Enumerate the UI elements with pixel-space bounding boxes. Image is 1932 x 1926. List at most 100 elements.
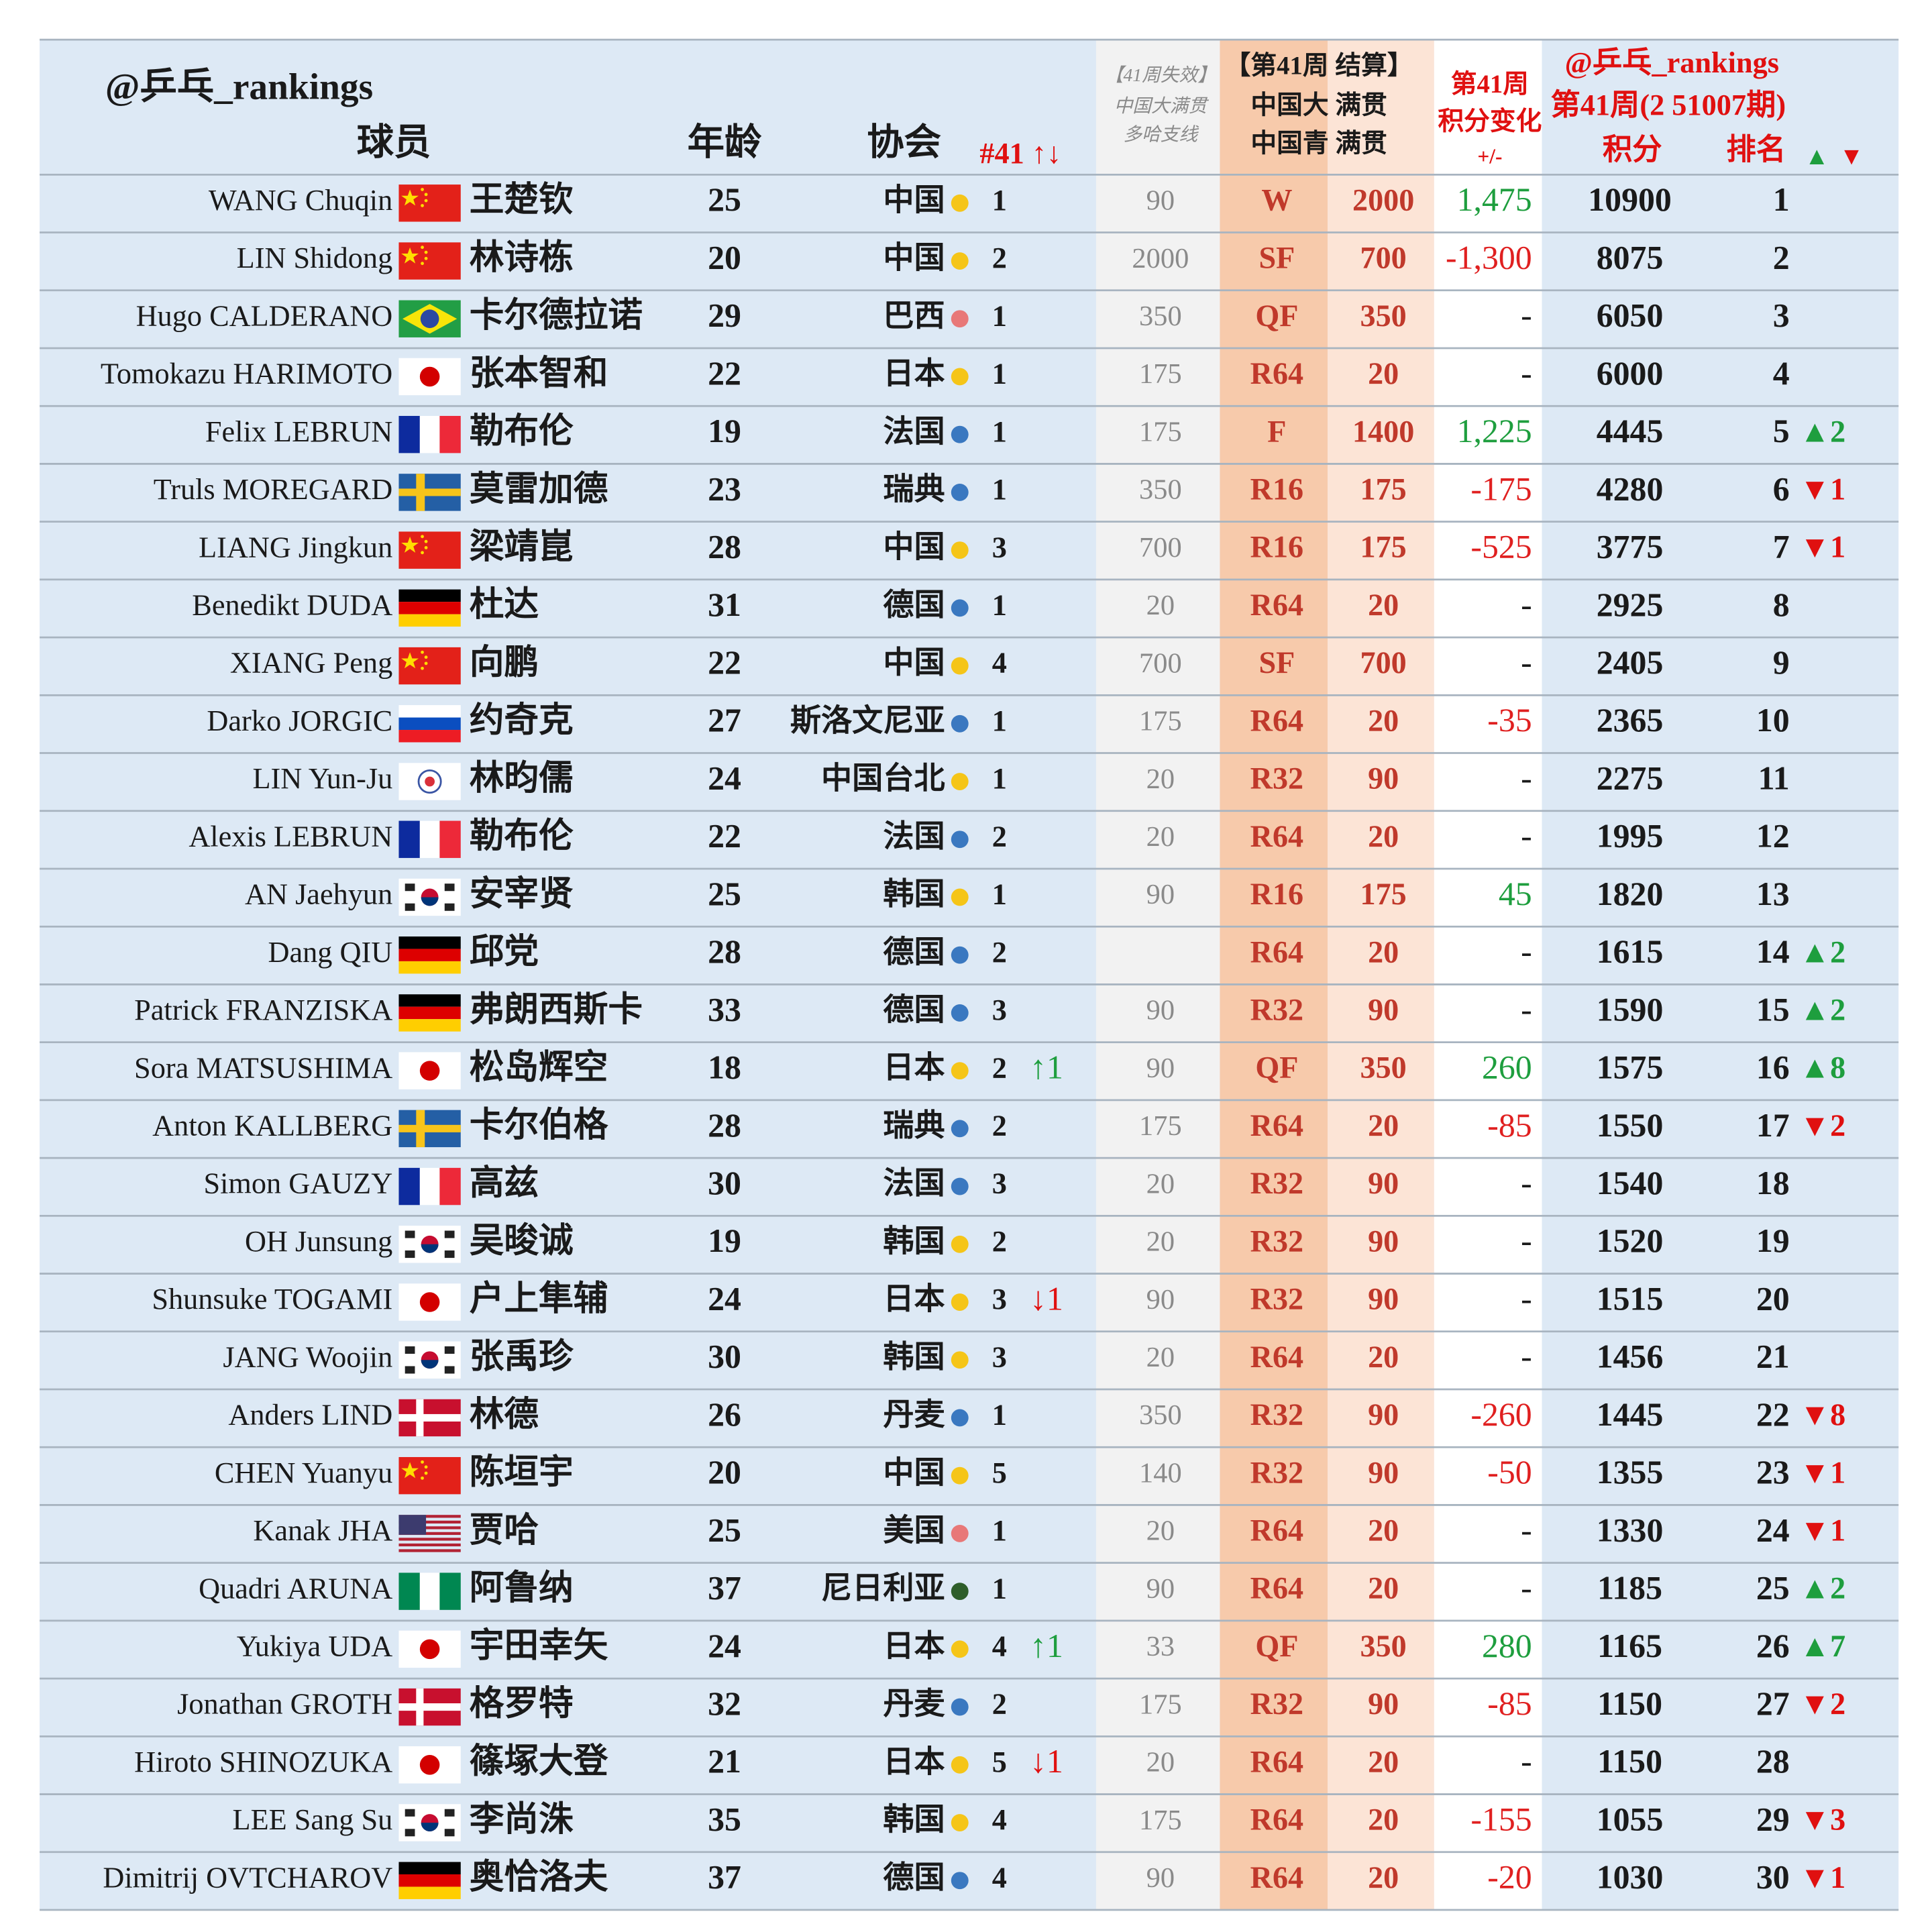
player-zh: 勒布伦 <box>470 817 574 855</box>
expired-points: 350 <box>1139 301 1182 332</box>
col-expired: 中国大满贯 <box>1114 95 1210 116</box>
event-points: 20 <box>1368 588 1399 622</box>
points-change: -50 <box>1487 1454 1532 1491</box>
expired-points: 175 <box>1139 416 1182 447</box>
player-en: Truls MOREGARD <box>154 473 393 506</box>
flag-part <box>398 1456 461 1495</box>
flag-part <box>398 614 461 627</box>
age: 22 <box>708 818 741 855</box>
total-points: 1590 <box>1597 991 1664 1028</box>
player-en: LEE Sang Su <box>233 1803 393 1836</box>
flag-part <box>398 1862 461 1875</box>
association: 日本 <box>883 356 945 390</box>
rank: 21 <box>1756 1338 1790 1375</box>
player-zh: 邱党 <box>470 933 539 971</box>
points-change: - <box>1521 759 1532 796</box>
flag-part <box>398 961 461 974</box>
player-en: OH Junsung <box>245 1225 392 1258</box>
nat-move: ↓1 <box>1030 1743 1063 1780</box>
age: 19 <box>708 413 741 449</box>
rank: 4 <box>1773 355 1790 392</box>
rank-move: ▼1 <box>1799 472 1845 506</box>
rank: 2 <box>1773 239 1790 276</box>
association: 法国 <box>883 819 945 853</box>
nat-rank: 1 <box>992 358 1007 390</box>
nat-rank: 3 <box>992 531 1007 564</box>
result: QF <box>1255 299 1298 333</box>
rank-move: ▼2 <box>1799 1687 1845 1721</box>
rank: 23 <box>1756 1454 1790 1491</box>
flag <box>398 1515 461 1552</box>
flag-part <box>405 903 415 911</box>
flag-part <box>401 652 419 669</box>
rank-move: ▼1 <box>1799 530 1845 564</box>
age: 29 <box>708 297 741 334</box>
result: SF <box>1258 241 1295 275</box>
rank-move: ▲2 <box>1799 992 1845 1026</box>
result: W <box>1261 182 1292 217</box>
flag-part <box>419 1292 440 1312</box>
total-points: 6000 <box>1597 355 1664 392</box>
result: R64 <box>1250 934 1303 969</box>
flag-part <box>398 647 461 685</box>
age: 30 <box>708 1165 741 1201</box>
total-points: 8075 <box>1597 239 1664 276</box>
flag <box>398 1688 461 1726</box>
flag <box>398 763 461 800</box>
association: 中国 <box>883 645 945 680</box>
player-en: Alexis LEBRUN <box>189 820 392 853</box>
player-zh: 梁靖崑 <box>470 528 574 566</box>
rank-move: ▼2 <box>1799 1108 1845 1142</box>
points-change: -260 <box>1470 1396 1532 1433</box>
rank: 30 <box>1756 1859 1790 1896</box>
flag <box>398 1630 461 1668</box>
flag-part <box>401 1462 419 1479</box>
age: 20 <box>708 239 741 276</box>
flag-part <box>405 1230 415 1238</box>
flag-part <box>439 1167 461 1206</box>
result: R64 <box>1250 703 1303 737</box>
expired-points: 33 <box>1146 1631 1175 1662</box>
player-zh: 卡尔伯格 <box>470 1106 609 1144</box>
total-points: 4445 <box>1597 413 1664 449</box>
flag-part <box>398 730 461 743</box>
age: 25 <box>708 1511 741 1548</box>
flag-part <box>439 1572 461 1610</box>
nat-move: ↑1 <box>1030 1049 1063 1086</box>
flag <box>398 705 461 743</box>
player-en: Patrick FRANZISKA <box>134 994 392 1026</box>
player-en: Dimitrij OVTCHAROV <box>103 1861 392 1894</box>
association: 韩国 <box>883 1224 945 1258</box>
rank: 25 <box>1756 1570 1790 1607</box>
flag-part <box>424 655 428 659</box>
player-en: LIN Shidong <box>237 242 393 274</box>
points-change: 280 <box>1482 1627 1532 1664</box>
total-points: 1540 <box>1597 1165 1664 1201</box>
flag-part <box>398 1515 427 1535</box>
expired-points: 20 <box>1146 1168 1175 1199</box>
expired-points: 90 <box>1146 879 1175 910</box>
rank-move: ▲8 <box>1799 1051 1845 1085</box>
col-expired: 多哈支线 <box>1123 123 1199 144</box>
expired-points: 20 <box>1146 1342 1175 1373</box>
flag-part <box>425 776 435 787</box>
player-zh: 张本智和 <box>470 354 608 392</box>
assoc-dot <box>951 1120 969 1138</box>
expired-points: 20 <box>1146 1747 1175 1778</box>
result: R64 <box>1250 1513 1303 1547</box>
rank: 1 <box>1773 181 1790 218</box>
result: R32 <box>1250 1224 1303 1258</box>
assoc-dot <box>951 657 969 675</box>
rank-move: ▼1 <box>1799 1860 1845 1894</box>
result: R64 <box>1250 819 1303 853</box>
assoc-dot <box>951 773 969 790</box>
rank: 19 <box>1756 1222 1790 1259</box>
flag <box>398 1167 461 1206</box>
flag <box>398 1226 461 1263</box>
flag-part <box>421 1244 439 1253</box>
player-en: Quadri ARUNA <box>199 1572 392 1605</box>
assoc-dot <box>951 1814 969 1831</box>
flag-part <box>421 188 424 191</box>
association: 中国 <box>883 182 945 217</box>
result: R64 <box>1250 588 1303 622</box>
